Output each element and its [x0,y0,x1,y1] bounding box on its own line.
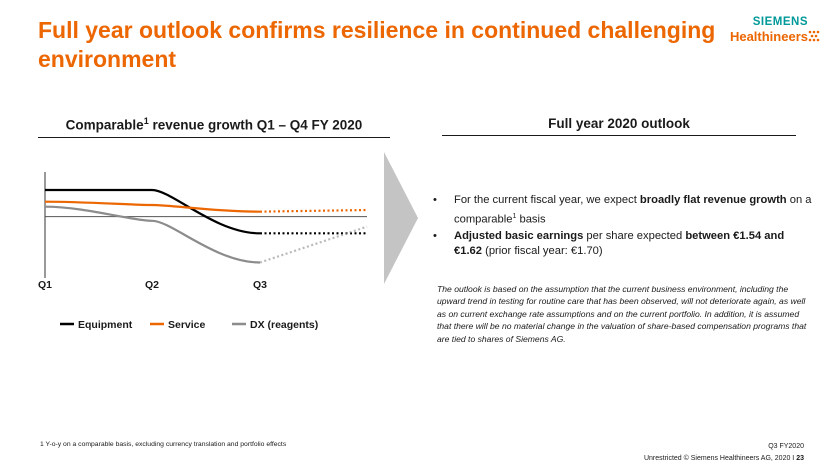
outlook-assumption-note: The outlook is based on the assumption t… [437,284,807,344]
bullet-text: For the current fiscal year, we expect [454,194,640,206]
logo-bottom-text: Healthineers [729,29,808,44]
footer-right: Q3 FY2020 Unrestricted © Siemens Healthi… [644,441,804,465]
bullet-text: on a comparable [454,194,812,226]
x-tick-label-q2: Q2 [145,279,159,291]
logo-top-text: SIEMENS [752,16,808,28]
legend-label-service: Service [168,319,206,331]
legend-label-dx-reagents-: DX (reagents) [250,319,318,331]
chart-heading-sup: 1 [143,116,149,126]
outlook-bullet-earnings: • Adjusted basic earnings per share expec… [428,229,813,260]
bullet-sup: 1 [512,212,517,220]
page-title: Full year outlook confirms resilience in… [38,17,716,72]
footnote: 1 Y-o-y on a comparable basis, excluding… [40,441,287,448]
x-tick-label-q3: Q3 [253,279,267,291]
bullet-text: per share expected [583,229,686,242]
bullet-dot: • [433,194,437,206]
footer-period: Q3 FY2020 [768,443,804,450]
series-outlook-service [259,208,368,213]
logo-dots-icon [808,30,820,42]
legend-label-equipment: Equipment [78,319,133,331]
chevron-arrow-icon [384,152,418,284]
bullet-text: (prior fiscal year: €1.70) [482,245,603,258]
series-line-service [44,200,261,213]
chart-heading-pre: Comparable [65,117,144,133]
footer-copyright-line: Unrestricted © Siemens Healthineers AG, … [644,453,804,465]
siemens-healthineers-logo: SIEMENS Healthineers [718,16,820,44]
chart-heading-post: revenue growth Q1 – Q4 FY 2020 [148,117,363,133]
outlook-heading: Full year 2020 outlook [442,116,796,136]
footer-copyright: Unrestricted © Siemens Healthineers AG, … [643,455,797,462]
x-tick-label-q1: Q1 [38,279,52,291]
outlook-bullet-revenue: • For the current fiscal year, we expect … [428,193,813,228]
series-outlook-dx-reagents- [259,225,368,264]
revenue-growth-chart: Q1 Q2 Q3 Equipment Service DX (reagents) [38,172,368,331]
bullet-text: basis [516,213,546,226]
series-line-equipment [45,188,261,235]
chart-heading: Comparable1 revenue growth Q1 – Q4 FY 20… [38,116,390,138]
bullet-bold: between €1.54 and €1.62 [454,229,785,258]
outlook-bullet-list: • For the current fiscal year, we expect … [428,193,813,261]
bullet-bold: broadly flat revenue growth [639,194,787,206]
bullet-dot: • [433,229,437,242]
page-number: 23 [796,455,804,462]
bullet-bold: Adjusted basic earnings [454,229,584,242]
series-line-dx-reagents- [44,205,261,264]
